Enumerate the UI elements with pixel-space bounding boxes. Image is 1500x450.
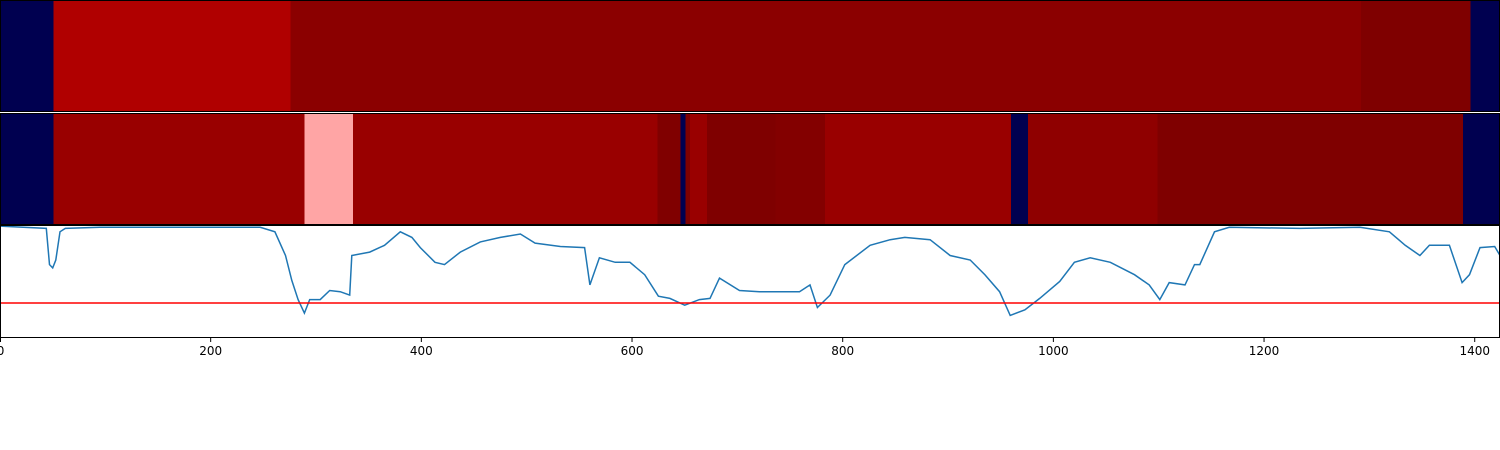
x-tick-label: 1000 <box>1038 344 1069 358</box>
plot-area <box>0 225 1500 317</box>
heatmap-cell <box>0 0 54 112</box>
x-tick-label: 1200 <box>1249 344 1280 358</box>
heatmap-cell <box>53 0 291 112</box>
heatmap-cell <box>352 113 658 225</box>
heatmap-cell <box>680 113 686 225</box>
heatmap-cell <box>1360 0 1471 112</box>
heatmap-cell <box>1463 113 1500 225</box>
heatmap-cell <box>53 113 305 225</box>
x-tick-label: 600 <box>621 344 644 358</box>
heatmap-cell <box>685 113 690 225</box>
heatmap-cell <box>824 113 1012 225</box>
heatmap-cell <box>0 113 54 225</box>
heatmap-cell <box>706 113 776 225</box>
heatmap-cell <box>290 0 1361 112</box>
panels: 0 200 400 600 800 1000 1200 1400 <box>0 0 1500 358</box>
x-tick-label: 800 <box>831 344 854 358</box>
heatmap-cell <box>657 113 681 225</box>
heatmap-cell <box>775 113 825 225</box>
heatmap-cell <box>689 113 707 225</box>
heatmap-cell <box>1470 0 1500 112</box>
heatmap-cell <box>304 113 353 225</box>
panel-frame <box>0 225 1500 338</box>
x-tick-label: 200 <box>199 344 222 358</box>
heatmap-cell <box>1028 113 1158 225</box>
heatmap-cell <box>1011 113 1029 225</box>
x-tick-label: 1400 <box>1459 344 1490 358</box>
x-tick-label: 400 <box>410 344 433 358</box>
x-tick-label: 0 <box>0 344 4 358</box>
heatmap-cell <box>1157 113 1464 225</box>
data-line <box>0 225 1500 317</box>
